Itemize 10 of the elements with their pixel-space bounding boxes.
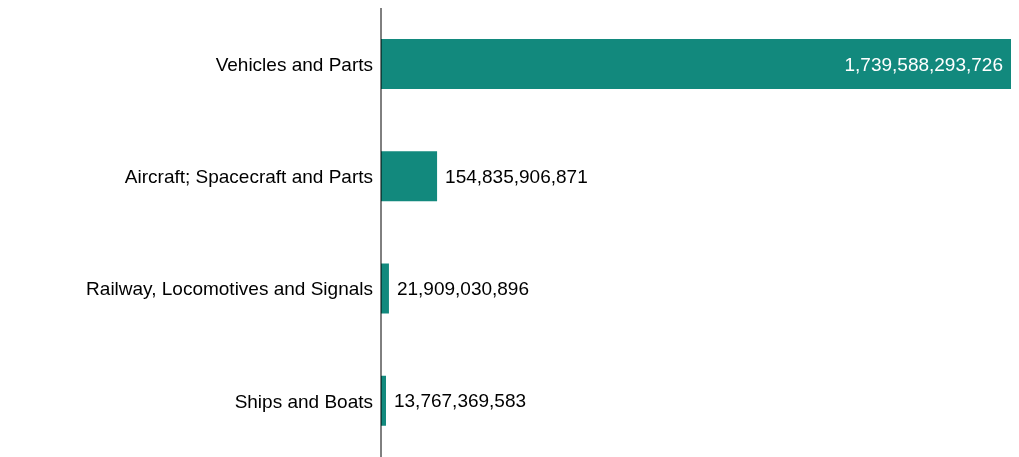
data-label: 21,909,030,896 (396, 278, 530, 300)
y-tick-label: Railway, Locomotives and Signals (86, 278, 373, 300)
y-tick-label: Ships and Boats (234, 390, 373, 412)
data-label: 13,767,369,583 (393, 390, 527, 412)
bar (381, 39, 1011, 89)
data-label: 1,739,588,293,726 (844, 53, 1003, 75)
bar (381, 151, 438, 202)
y-tick-label: Aircraft; Spacecraft and Parts (124, 166, 373, 188)
y-tick-label: Vehicles and Parts (215, 53, 373, 75)
data-label: 154,835,906,871 (445, 165, 588, 187)
